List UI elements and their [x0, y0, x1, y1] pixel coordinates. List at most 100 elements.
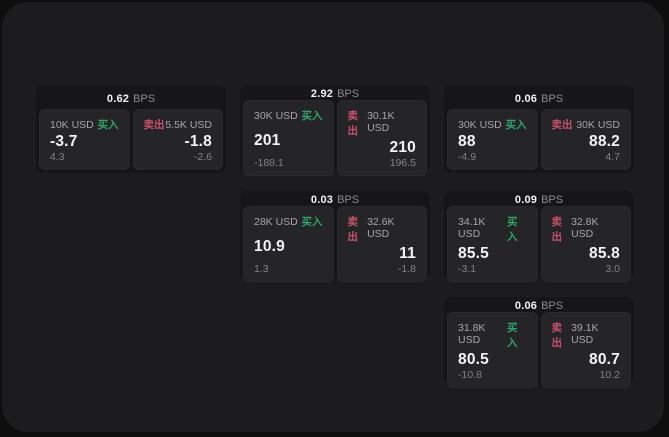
- buy-side-label: 买入: [301, 110, 323, 122]
- buy-size-label: 30K USD: [254, 110, 298, 122]
- bps-header: 2.92 BPS: [243, 88, 427, 100]
- sell-size-label: 30K USD: [576, 119, 620, 131]
- bps-value: 0.06: [514, 300, 538, 312]
- buy-tile[interactable]: 28K USD 买入 10.9 1.3: [243, 206, 334, 282]
- buy-tile-header: 30K USD 买入: [458, 117, 527, 132]
- bps-unit-label: BPS: [337, 88, 360, 100]
- quotes-panel: 0.62 BPS 10K USD 买入 -3.7 4.3 卖出 5.5K USD…: [2, 2, 664, 432]
- sell-tile-header: 卖出 5.5K USD: [144, 117, 213, 132]
- buy-delta: -3.1: [458, 263, 477, 275]
- buy-price: -3.7: [50, 133, 78, 150]
- sell-delta: 196.5: [389, 157, 416, 169]
- quote-tiles: 31.8K USD 买入 80.5 -10.8 卖出 39.1K USD 80.…: [447, 312, 631, 388]
- bps-unit-label: BPS: [133, 92, 156, 105]
- quote-card: 0.09 BPS 34.1K USD 买入 85.5 -3.1 卖出 32.8K…: [444, 191, 634, 282]
- sell-delta: 10.2: [599, 369, 620, 381]
- buy-delta: -10.8: [458, 369, 482, 381]
- sell-size-label: 30.1K USD: [367, 110, 395, 134]
- buy-tile-header: 10K USD 买入: [50, 117, 119, 132]
- buy-tile[interactable]: 10K USD 买入 -3.7 4.3: [39, 109, 130, 170]
- bps-value: 0.03: [310, 194, 334, 206]
- sell-price: -1.8: [184, 133, 212, 150]
- sell-side-label: 卖出: [143, 119, 165, 131]
- sell-side-label: 卖出: [347, 110, 359, 137]
- quote-tiles: 34.1K USD 买入 85.5 -3.1 卖出 32.8K USD 85.8…: [447, 206, 631, 282]
- buy-price: 201: [254, 131, 281, 149]
- buy-size-label: 34.1K USD: [458, 216, 486, 240]
- quote-card: 0.03 BPS 28K USD 买入 10.9 1.3 卖出 32.6K US…: [240, 191, 430, 282]
- buy-side-label: 买入: [506, 216, 518, 243]
- quote-card: 0.62 BPS 10K USD 买入 -3.7 4.3 卖出 5.5K USD…: [36, 85, 226, 173]
- buy-price: 85.5: [458, 245, 489, 262]
- bps-unit-label: BPS: [541, 300, 564, 312]
- quote-tiles: 30K USD 买入 88 -4.9 卖出 30K USD 88.2 4.7: [447, 109, 631, 170]
- sell-price: 88.2: [589, 133, 620, 150]
- sell-tile[interactable]: 卖出 30K USD 88.2 4.7: [540, 109, 631, 170]
- quote-card: 0.06 BPS 30K USD 买入 88 -4.9 卖出 30K USD 8…: [444, 85, 634, 173]
- sell-side-label: 卖出: [551, 322, 563, 349]
- bps-header: 0.03 BPS: [243, 194, 427, 206]
- buy-side-label: 买入: [506, 322, 518, 349]
- sell-side-label: 卖出: [551, 119, 573, 131]
- sell-tile[interactable]: 卖出 32.6K USD 11 -1.8: [336, 206, 427, 282]
- buy-tile[interactable]: 30K USD 买入 88 -4.9: [447, 109, 538, 170]
- quotes-grid: 0.62 BPS 10K USD 买入 -3.7 4.3 卖出 5.5K USD…: [36, 85, 634, 388]
- buy-tile[interactable]: 34.1K USD 买入 85.5 -3.1: [447, 206, 538, 282]
- buy-side-label: 买入: [97, 119, 119, 131]
- quote-tiles: 28K USD 买入 10.9 1.3 卖出 32.6K USD 11 -1.8: [243, 206, 427, 282]
- sell-size-label: 39.1K USD: [571, 322, 599, 346]
- buy-size-label: 30K USD: [458, 119, 502, 131]
- sell-tile-header: 卖出 32.6K USD: [348, 214, 417, 244]
- buy-size-label: 28K USD: [254, 216, 298, 228]
- sell-delta: -2.6: [193, 151, 212, 163]
- buy-delta: -188.1: [254, 157, 284, 169]
- sell-tile[interactable]: 卖出 32.8K USD 85.8 3.0: [540, 206, 631, 282]
- buy-price: 80.5: [458, 351, 489, 368]
- bps-value: 0.09: [514, 194, 538, 206]
- sell-price: 85.8: [589, 245, 620, 262]
- sell-tile-header: 卖出 30K USD: [552, 117, 621, 132]
- bps-header: 0.09 BPS: [447, 194, 631, 206]
- sell-price: 80.7: [589, 351, 620, 368]
- bps-header: 0.06 BPS: [447, 300, 631, 312]
- bps-header: 0.06 BPS: [447, 88, 631, 109]
- sell-delta: -1.8: [397, 263, 416, 275]
- sell-tile[interactable]: 卖出 39.1K USD 80.7 10.2: [540, 312, 631, 388]
- sell-tile[interactable]: 卖出 5.5K USD -1.8 -2.6: [132, 109, 223, 170]
- sell-tile[interactable]: 卖出 30.1K USD 210 196.5: [336, 100, 427, 176]
- sell-size-label: 5.5K USD: [165, 119, 212, 131]
- sell-tile-header: 卖出 39.1K USD: [552, 320, 621, 350]
- sell-tile-header: 卖出 32.8K USD: [552, 214, 621, 244]
- sell-size-label: 32.6K USD: [367, 216, 395, 240]
- buy-size-label: 31.8K USD: [458, 322, 486, 346]
- buy-tile-header: 30K USD 买入: [254, 108, 323, 123]
- buy-delta: 1.3: [254, 263, 269, 275]
- bps-value: 0.06: [514, 92, 538, 105]
- bps-unit-label: BPS: [541, 194, 564, 206]
- sell-side-label: 卖出: [347, 216, 359, 243]
- buy-side-label: 买入: [301, 216, 323, 228]
- buy-delta: 4.3: [50, 151, 65, 163]
- bps-value: 0.62: [106, 92, 130, 105]
- buy-tile-header: 28K USD 买入: [254, 214, 323, 229]
- sell-side-label: 卖出: [551, 216, 563, 243]
- sell-price: 11: [399, 245, 416, 262]
- buy-size-label: 10K USD: [50, 119, 94, 131]
- buy-tile[interactable]: 31.8K USD 买入 80.5 -10.8: [447, 312, 538, 388]
- sell-delta: 4.7: [605, 151, 620, 163]
- bps-header: 0.62 BPS: [39, 88, 223, 109]
- bps-unit-label: BPS: [337, 194, 360, 206]
- buy-delta: -4.9: [458, 151, 477, 163]
- bps-unit-label: BPS: [541, 92, 564, 105]
- buy-tile-header: 34.1K USD 买入: [458, 214, 527, 244]
- quote-tiles: 10K USD 买入 -3.7 4.3 卖出 5.5K USD -1.8 -2.…: [39, 109, 223, 170]
- quote-tiles: 30K USD 买入 201 -188.1 卖出 30.1K USD 210 1…: [243, 100, 427, 176]
- buy-tile[interactable]: 30K USD 买入 201 -188.1: [243, 100, 334, 176]
- sell-size-label: 32.8K USD: [571, 216, 599, 240]
- quote-card: 0.06 BPS 31.8K USD 买入 80.5 -10.8 卖出 39.1…: [444, 297, 634, 388]
- sell-price: 210: [389, 139, 416, 156]
- buy-price: 10.9: [254, 237, 285, 255]
- sell-delta: 3.0: [605, 263, 620, 275]
- sell-tile-header: 卖出 30.1K USD: [348, 108, 417, 138]
